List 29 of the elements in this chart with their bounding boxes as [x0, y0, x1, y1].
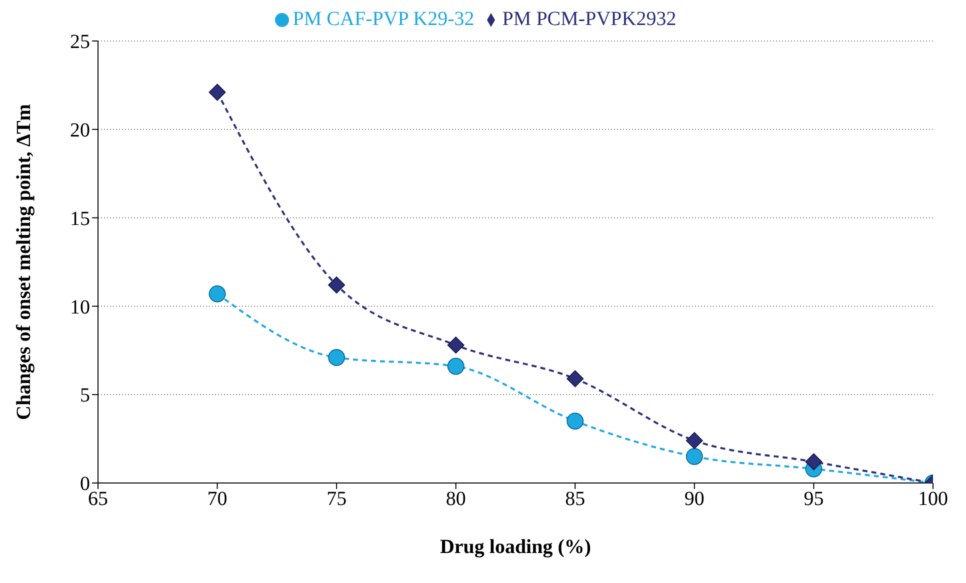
y-tick-label: 5: [80, 384, 90, 407]
y-tick-label: 20: [70, 120, 90, 142]
x-tick-label: 100: [918, 488, 948, 510]
point: [447, 358, 464, 375]
point: [686, 448, 703, 465]
x-tick-label: 70: [207, 488, 228, 510]
x-tick-label: 90: [684, 488, 704, 510]
point: [328, 276, 346, 294]
y-tick-label: 0: [80, 473, 90, 496]
point: [566, 370, 584, 388]
point: [686, 432, 703, 450]
x-tick-label: 85: [565, 488, 586, 510]
legend-label: PM CAF-PVP K29-32: [292, 8, 474, 30]
x-tick-label: 65: [88, 488, 108, 510]
legend-label: PM PCM-PVPK2932: [502, 8, 676, 30]
x-axis-title: Drug loading (%): [440, 536, 592, 558]
y-tick-label: 25: [70, 31, 90, 54]
point: [208, 84, 226, 101]
point: [566, 412, 584, 430]
y-tick-label: 10: [70, 296, 90, 318]
x-tick-label: 80: [446, 488, 466, 510]
x-tick-label: 95: [804, 488, 824, 510]
point: [208, 285, 226, 302]
point: [447, 336, 464, 354]
y-axis-title: Changes of onset melting point, ΔTm: [13, 104, 36, 420]
point: [328, 348, 346, 366]
x-tick-label: 75: [326, 488, 347, 510]
y-tick-label: 15: [70, 208, 90, 230]
point: [805, 453, 822, 470]
